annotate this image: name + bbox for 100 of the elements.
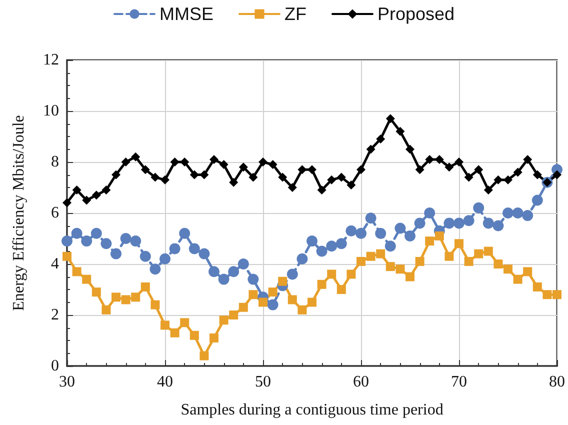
point <box>190 330 199 340</box>
point <box>552 290 562 300</box>
point <box>523 154 532 164</box>
point <box>208 266 220 278</box>
point <box>414 218 426 229</box>
point <box>210 333 218 342</box>
point <box>512 208 524 218</box>
point <box>268 288 278 297</box>
point <box>494 175 503 184</box>
point <box>170 328 180 338</box>
point <box>72 267 82 276</box>
point <box>384 240 396 252</box>
point <box>317 186 326 195</box>
point <box>522 210 534 222</box>
point <box>513 274 522 284</box>
point <box>121 295 130 304</box>
point <box>238 162 248 172</box>
point <box>306 236 318 247</box>
point <box>219 160 228 170</box>
x-tick-label: 60 <box>353 374 369 390</box>
point <box>454 239 464 248</box>
point <box>71 228 82 239</box>
point <box>248 172 258 182</box>
point <box>229 310 238 320</box>
point <box>169 243 180 254</box>
point <box>258 298 268 307</box>
point <box>552 170 562 180</box>
point <box>188 243 200 254</box>
point <box>180 318 190 328</box>
point <box>140 282 150 292</box>
x-tick-label: 80 <box>549 374 565 390</box>
point <box>62 236 72 247</box>
point <box>62 252 72 261</box>
point <box>317 280 326 289</box>
point <box>140 250 151 262</box>
point <box>278 276 288 286</box>
point <box>326 240 338 252</box>
point <box>464 172 474 182</box>
legend-label: MMSE <box>159 4 214 24</box>
point <box>267 299 278 310</box>
point <box>308 165 316 174</box>
point <box>238 302 248 312</box>
point <box>258 158 268 166</box>
point <box>90 228 102 239</box>
y-tick-label: 10 <box>43 102 59 120</box>
point <box>112 170 120 180</box>
point <box>513 168 522 177</box>
point <box>532 282 542 292</box>
legend-label: Proposed <box>377 4 455 24</box>
point <box>484 186 493 195</box>
point <box>268 160 278 170</box>
x-tick-label: 70 <box>451 374 467 390</box>
x-tick-label: 40 <box>157 374 173 390</box>
point <box>170 158 180 166</box>
point <box>316 246 328 257</box>
point <box>356 256 366 266</box>
point <box>238 258 249 270</box>
point <box>131 292 140 302</box>
point <box>288 295 297 304</box>
point <box>180 158 190 166</box>
point <box>336 238 347 250</box>
legend-label: ZF <box>284 4 306 24</box>
point <box>179 228 190 239</box>
point <box>464 256 474 266</box>
point <box>406 144 414 154</box>
y-tick-label: 4 <box>51 256 59 272</box>
point <box>190 170 199 180</box>
x-tick-label: 50 <box>255 374 271 390</box>
point <box>160 320 170 330</box>
point <box>219 316 228 325</box>
point <box>92 288 101 297</box>
point <box>406 272 414 282</box>
point <box>482 218 494 229</box>
point <box>228 266 240 278</box>
point <box>444 218 455 229</box>
point <box>376 134 386 144</box>
point <box>102 305 111 314</box>
point <box>376 249 386 258</box>
point <box>92 190 101 200</box>
point <box>532 170 542 180</box>
point <box>346 270 356 279</box>
point <box>288 183 297 192</box>
point <box>454 158 464 166</box>
point <box>434 231 444 240</box>
point <box>150 300 160 310</box>
point <box>454 218 464 229</box>
y-tick-label: 2 <box>51 306 59 324</box>
point <box>504 264 512 274</box>
point <box>532 194 543 206</box>
point <box>210 154 218 164</box>
y-tick-label: 12 <box>43 52 59 68</box>
point <box>474 249 484 258</box>
point <box>110 248 122 260</box>
point <box>160 253 170 264</box>
point <box>346 225 357 236</box>
point <box>366 144 376 154</box>
point <box>248 274 259 285</box>
point <box>336 285 346 294</box>
point <box>121 158 130 166</box>
point <box>248 290 258 300</box>
